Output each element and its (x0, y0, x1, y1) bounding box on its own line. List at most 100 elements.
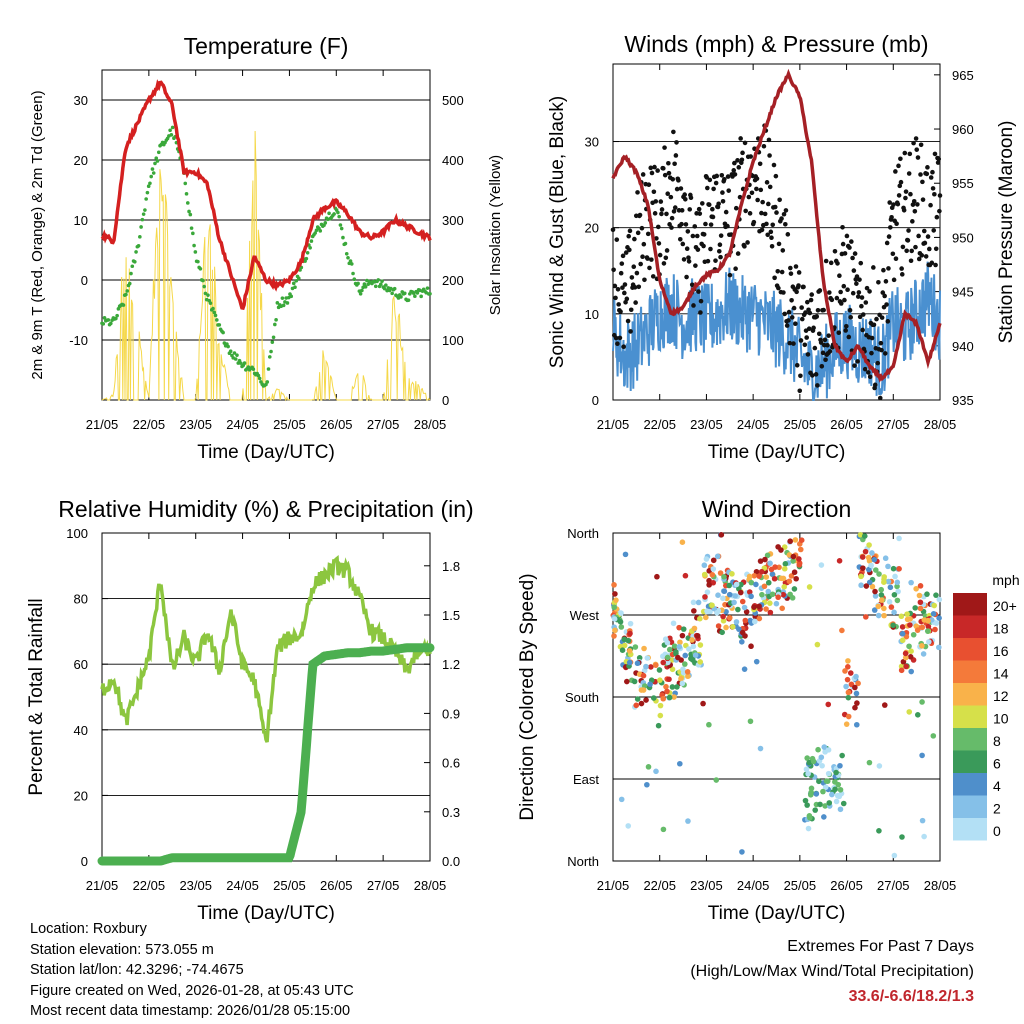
y2-tick-label: 100 (442, 333, 464, 348)
dewpoint-point (211, 306, 215, 311)
direction-point (842, 668, 848, 674)
direction-point (818, 754, 825, 761)
gust-point (645, 231, 651, 237)
direction-point (907, 622, 913, 628)
direction-point (876, 763, 883, 769)
gust-point (628, 307, 634, 313)
gust-point (613, 295, 618, 301)
gust-point (694, 233, 700, 239)
dewpoint-point (318, 229, 323, 233)
gust-point (785, 232, 791, 237)
direction-point (686, 646, 692, 652)
gust-point (698, 310, 703, 315)
direction-point (710, 557, 717, 564)
gust-point (640, 172, 646, 177)
direction-point (735, 606, 741, 613)
info-location: Location: Roxbury (30, 921, 147, 937)
gust-point (842, 297, 847, 303)
dewpoint-point (428, 291, 432, 296)
x-tick-label: 27/05 (877, 878, 910, 893)
y-tick-label: South (565, 690, 599, 705)
x-tick-label: 22/05 (133, 878, 166, 893)
dewpoint-point (187, 209, 191, 214)
direction-point (775, 594, 781, 601)
gust-point (716, 249, 722, 254)
direction-ylabel: Direction (Colored By Speed) (517, 573, 538, 820)
gust-point (754, 176, 760, 181)
direction-point (787, 591, 793, 598)
direction-point (843, 683, 849, 690)
dewpoint-point (121, 303, 126, 307)
direction-point (715, 623, 722, 629)
direction-point (729, 624, 736, 630)
direction-point (902, 650, 909, 657)
direction-point (664, 688, 670, 695)
direction-point (890, 622, 896, 629)
direction-point (894, 583, 900, 590)
direction-point (876, 571, 882, 577)
x-tick-label: 22/05 (133, 417, 166, 432)
gust-point (649, 170, 655, 176)
gust-point (805, 352, 811, 357)
legend-swatch (953, 818, 987, 841)
dewpoint-point (415, 291, 420, 295)
direction-point (676, 643, 683, 650)
direction-point (930, 611, 937, 617)
gust-point (713, 258, 718, 263)
gust-point (896, 163, 901, 169)
direction-point (714, 553, 721, 560)
winds-y2label: Station Pressure (Maroon) (996, 121, 1017, 344)
gust-point (906, 171, 912, 176)
gust-point (735, 158, 740, 163)
x-tick-label: 28/05 (414, 878, 447, 893)
direction-point (871, 556, 878, 563)
gust-point (922, 240, 928, 246)
x-tick-label: 28/05 (924, 417, 957, 432)
humidity-series (100, 554, 432, 743)
direction-point (852, 704, 858, 711)
info-created: Figure created on Wed, 2026-01-28, at 05… (30, 982, 354, 999)
direction-point (806, 759, 813, 766)
direction-point (879, 597, 885, 603)
gust-point (651, 189, 657, 195)
dewpoint-point (228, 349, 233, 354)
direction-point (891, 852, 898, 859)
legend-swatch (953, 683, 987, 706)
gust-point (779, 216, 784, 221)
direction-point (885, 578, 892, 585)
direction-point (752, 618, 758, 625)
direction-point (721, 574, 727, 580)
gust-point (723, 209, 729, 215)
direction-point (819, 762, 825, 769)
gust-point (767, 184, 773, 190)
dewpoint-point (134, 250, 138, 254)
direction-point (881, 579, 887, 585)
direction-point (844, 676, 851, 683)
direction-point (621, 642, 628, 649)
direction-point (741, 666, 748, 672)
direction-point (780, 591, 787, 598)
y-tick-label: North (567, 526, 599, 541)
dewpoint-point (265, 380, 270, 384)
gust-point (684, 246, 690, 252)
direction-point (653, 662, 659, 668)
direction-point (697, 615, 703, 622)
gust-point (633, 300, 638, 305)
direction-point (746, 589, 753, 595)
gust-point (617, 335, 623, 341)
gust-point (897, 183, 903, 189)
y-tick-label: 0 (592, 393, 599, 408)
gust-point (672, 161, 677, 167)
y-tick-label: 10 (585, 307, 599, 322)
gust-point (827, 349, 833, 354)
gust-point (854, 281, 859, 286)
gust-point (791, 341, 796, 346)
direction-point (881, 605, 887, 612)
direction-point (836, 558, 843, 564)
gust-point (632, 285, 638, 290)
y2-tick-label: 940 (952, 339, 974, 354)
gust-point (815, 308, 821, 313)
gust-point (629, 275, 635, 280)
dewpoint-point (399, 295, 403, 299)
gust-point (689, 282, 695, 288)
